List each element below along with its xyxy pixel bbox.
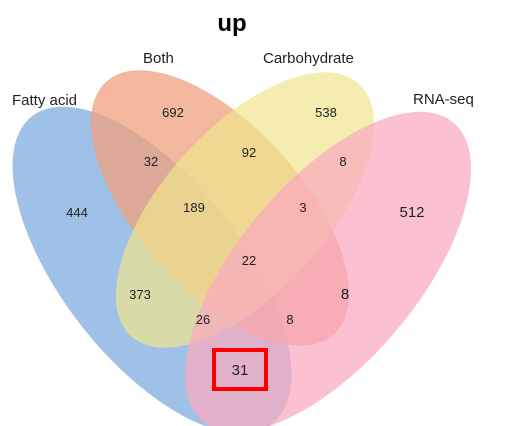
count-both-carbohydrate-rna: 3: [299, 200, 306, 215]
count-all-four: 22: [242, 253, 256, 268]
count-fatty-both: 32: [144, 154, 158, 169]
count-fatty-both-rna: 8: [286, 312, 293, 327]
count-carbohydrate-only: 538: [315, 105, 337, 120]
set-label-fatty-acid: Fatty acid: [12, 92, 77, 109]
count-fatty-both-carbohydrate: 189: [183, 200, 205, 215]
diagram-title: up: [217, 10, 246, 37]
count-both-carbohydrate: 92: [242, 145, 256, 160]
set-label-rna-seq: RNA-seq: [413, 91, 474, 108]
count-rna-seq-only: 512: [399, 204, 424, 221]
count-fatty-carbohydrate: 373: [129, 287, 151, 302]
count-both-only: 692: [162, 105, 184, 120]
highlight-box: [212, 348, 268, 391]
carbohydrate-set-ellipse: [115, 72, 375, 348]
set-label-carbohydrate: Carbohydrate: [263, 50, 354, 67]
count-fatty-carbohydrate-rna: 26: [196, 312, 210, 327]
count-both-rna: 8: [341, 286, 349, 303]
count-fatty-acid-only: 444: [66, 205, 88, 220]
count-carbohydrate-rna: 8: [339, 154, 346, 169]
rna-seq-set-ellipse: [184, 111, 472, 426]
set-label-both: Both: [143, 50, 174, 67]
count-fatty-rna: 31: [232, 362, 249, 379]
